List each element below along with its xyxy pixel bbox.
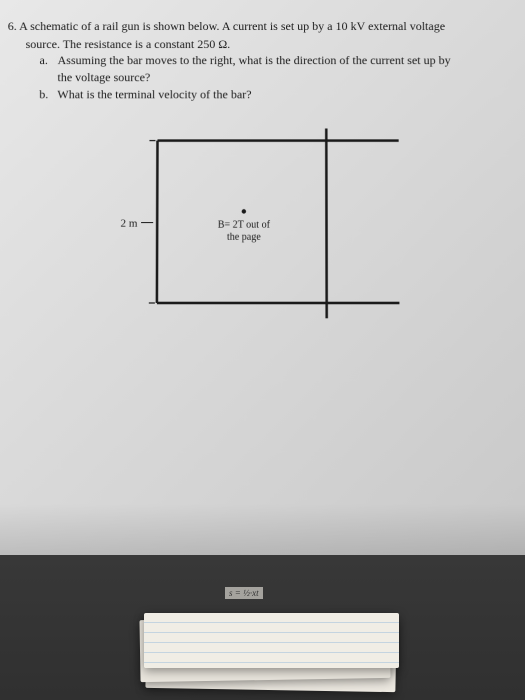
svg-text:the page: the page <box>227 232 261 243</box>
part-a-line1: Assuming the bar moves to the right, wha… <box>58 52 506 68</box>
question-main-line1: A schematic of a rail gun is shown below… <box>19 19 445 33</box>
question-main-line2: source. The resistance is a constant 250… <box>8 36 506 52</box>
part-b-body: What is the terminal velocity of the bar… <box>57 86 506 102</box>
svg-text:2 m: 2 m <box>120 217 137 229</box>
question-number: 6. <box>8 19 17 33</box>
part-a-line2: the voltage source? <box>57 69 505 85</box>
part-b: b. What is the terminal velocity of the … <box>39 86 506 102</box>
part-a-letter: a. <box>39 52 57 85</box>
question-block: 6. A schematic of a rail gun is shown be… <box>7 18 506 102</box>
stack-sheet-lined <box>144 613 399 668</box>
question-main: 6. A schematic of a rail gun is shown be… <box>8 18 506 34</box>
scrap-formula: s = ½·xt <box>225 587 263 599</box>
diagram-svg: 2 m B= 2T out of the page <box>106 120 409 333</box>
worksheet-paper: 6. A schematic of a rail gun is shown be… <box>0 0 525 566</box>
paper-stack: s = ½·xt <box>140 605 400 690</box>
desk-surface: s = ½·xt <box>0 555 525 700</box>
part-b-line1: What is the terminal velocity of the bar… <box>57 86 506 102</box>
question-parts: a. Assuming the bar moves to the right, … <box>7 52 506 102</box>
part-a: a. Assuming the bar moves to the right, … <box>39 52 505 85</box>
part-b-letter: b. <box>39 86 57 102</box>
part-a-body: Assuming the bar moves to the right, wha… <box>57 52 505 85</box>
railgun-diagram: 2 m B= 2T out of the page <box>106 120 410 343</box>
svg-text:B= 2T out of: B= 2T out of <box>218 219 271 230</box>
